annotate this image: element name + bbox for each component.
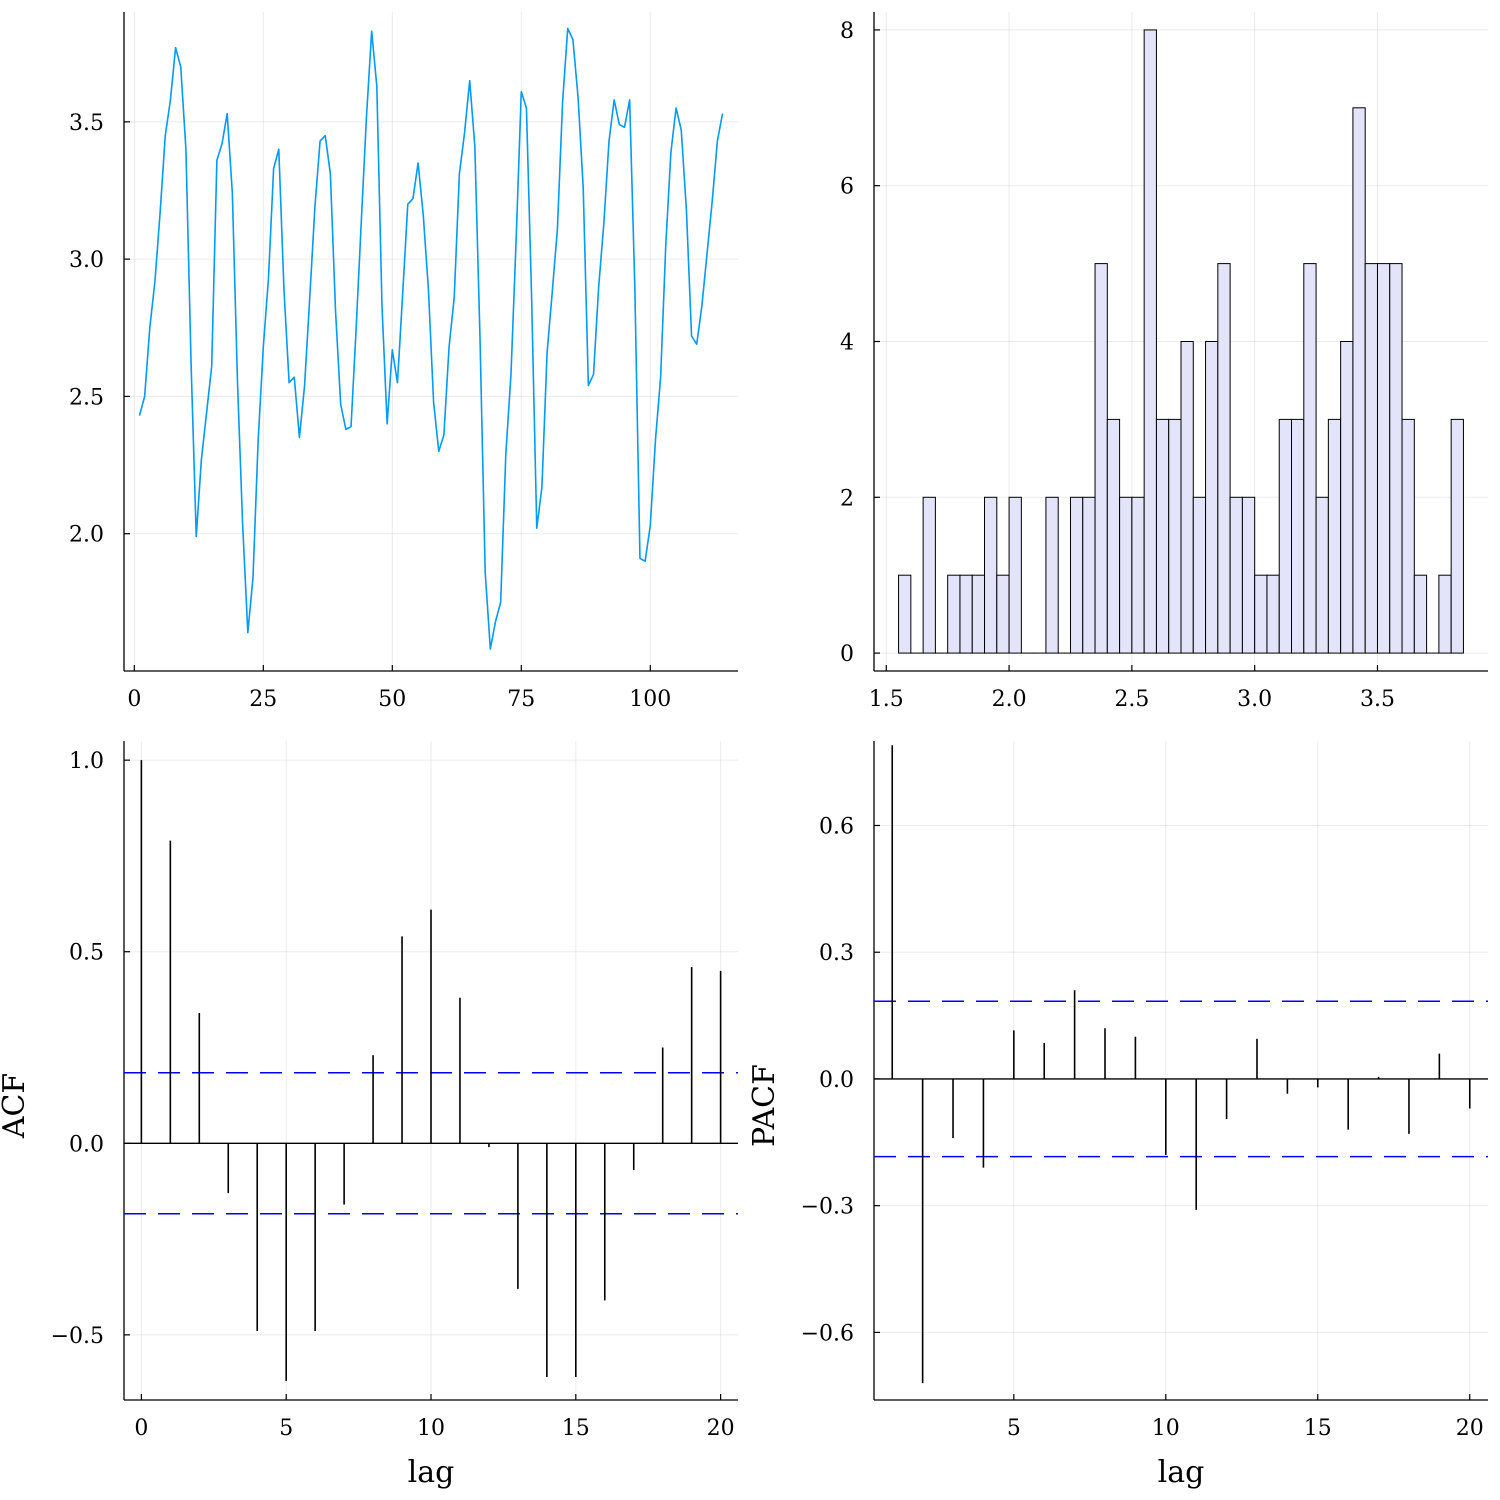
histogram-bar [984,496,998,654]
histogram-bar [1168,418,1182,654]
histogram-bar [959,574,973,654]
histogram-bar [1303,263,1317,654]
y-tick-label: −0.3 [801,1195,854,1220]
x-tick-label: 3.0 [1237,687,1272,712]
histogram-bar [1278,418,1293,654]
histogram-bar [1241,496,1256,654]
histogram-bar [1180,341,1194,654]
acf-panel: 0 5 10 15 20 −0.5 0.0 0.5 1.0 lag ACF [0,741,738,1490]
histogram-bar [898,574,912,654]
histogram-bar [1266,574,1280,654]
x-tick-label: 15 [1304,1416,1332,1441]
x-tick-label: 25 [249,687,277,712]
x-tick-label: 100 [629,687,671,712]
histogram-bar [1327,418,1342,654]
y-tick-label: −0.6 [801,1321,854,1346]
histogram-bar [922,496,936,654]
histogram-panel: 1.5 2.0 2.5 3.0 3.5 0 2 4 6 8 [840,12,1488,712]
histogram-bar [1094,263,1108,654]
x-tick-label: 3.5 [1360,687,1395,712]
y-tick-label: 0 [840,642,854,667]
series-line [138,27,724,650]
x-tick-label: 10 [1152,1416,1180,1441]
x-tick-label: 20 [1456,1416,1484,1441]
x-tick-label: 0 [127,687,141,712]
histogram-bar [1119,496,1133,654]
histogram-bar [1364,263,1378,654]
y-tick-label: 4 [840,331,854,356]
x-tick-label: 15 [562,1416,590,1441]
histogram-bar [1389,263,1403,654]
y-tick-label: 1.0 [69,749,104,774]
y-tick-label: 0.3 [819,941,854,966]
pacf-panel: 5 10 15 20 −0.6 −0.3 0.0 0.3 0.6 lag PACF [747,741,1488,1490]
histogram-bar [1376,263,1391,654]
histogram-bar [1131,496,1145,654]
histogram-bar [1143,29,1157,654]
y-axis-title: PACF [747,1064,782,1147]
y-tick-label: 6 [840,175,854,200]
y-tick-label: 0.0 [69,1132,104,1157]
y-tick-label: 3.5 [69,111,104,136]
x-tick-label: 10 [417,1416,445,1441]
histogram-bar [1192,496,1207,654]
histogram-bar [1205,341,1219,654]
histogram-bar [996,574,1010,654]
time-series-panel: 0 25 50 75 100 2.0 2.5 3.0 3.5 [69,12,738,712]
histogram-bar [1413,574,1428,654]
histogram-bar [1450,418,1464,654]
y-tick-label: 2 [840,486,854,511]
x-axis-title: lag [408,1455,455,1490]
y-tick-label: −0.5 [51,1324,104,1349]
y-tick-label: 2.0 [69,523,104,548]
x-axis-title: lag [1158,1455,1205,1490]
x-tick-label: 5 [279,1416,293,1441]
histogram-bar [1229,496,1243,654]
x-tick-label: 1.5 [869,687,904,712]
x-tick-label: 5 [1007,1416,1021,1441]
x-tick-label: 50 [378,687,406,712]
x-tick-label: 20 [707,1416,735,1441]
histogram-bar [1352,107,1366,654]
y-tick-label: 3.0 [69,248,104,273]
y-tick-label: 0.6 [819,814,854,839]
histogram-bar [1401,418,1415,654]
y-tick-label: 0.0 [819,1068,854,1093]
histogram-bar [947,574,961,654]
histogram-bar [1291,418,1305,654]
histogram-bar [971,574,986,654]
x-tick-label: 2.0 [992,687,1027,712]
histogram-bar [1254,574,1268,654]
y-axis-title: ACF [0,1073,32,1139]
histogram-bar [1069,496,1084,654]
x-tick-label: 75 [507,687,535,712]
histogram-bar [1315,496,1329,654]
y-tick-label: 2.5 [69,385,104,410]
y-tick-label: 0.5 [69,941,104,966]
histogram-bar [1045,496,1059,654]
histogram-bar [1082,496,1096,654]
histogram-bar [1438,574,1452,654]
histogram-bar [1217,263,1231,654]
histogram-bar [1008,496,1022,654]
y-tick-label: 8 [840,19,854,44]
x-tick-label: 2.5 [1114,687,1149,712]
histogram-bar [1106,418,1121,654]
histogram-bar [1155,418,1170,654]
histogram-bar [1340,341,1354,654]
x-tick-label: 0 [134,1416,148,1441]
